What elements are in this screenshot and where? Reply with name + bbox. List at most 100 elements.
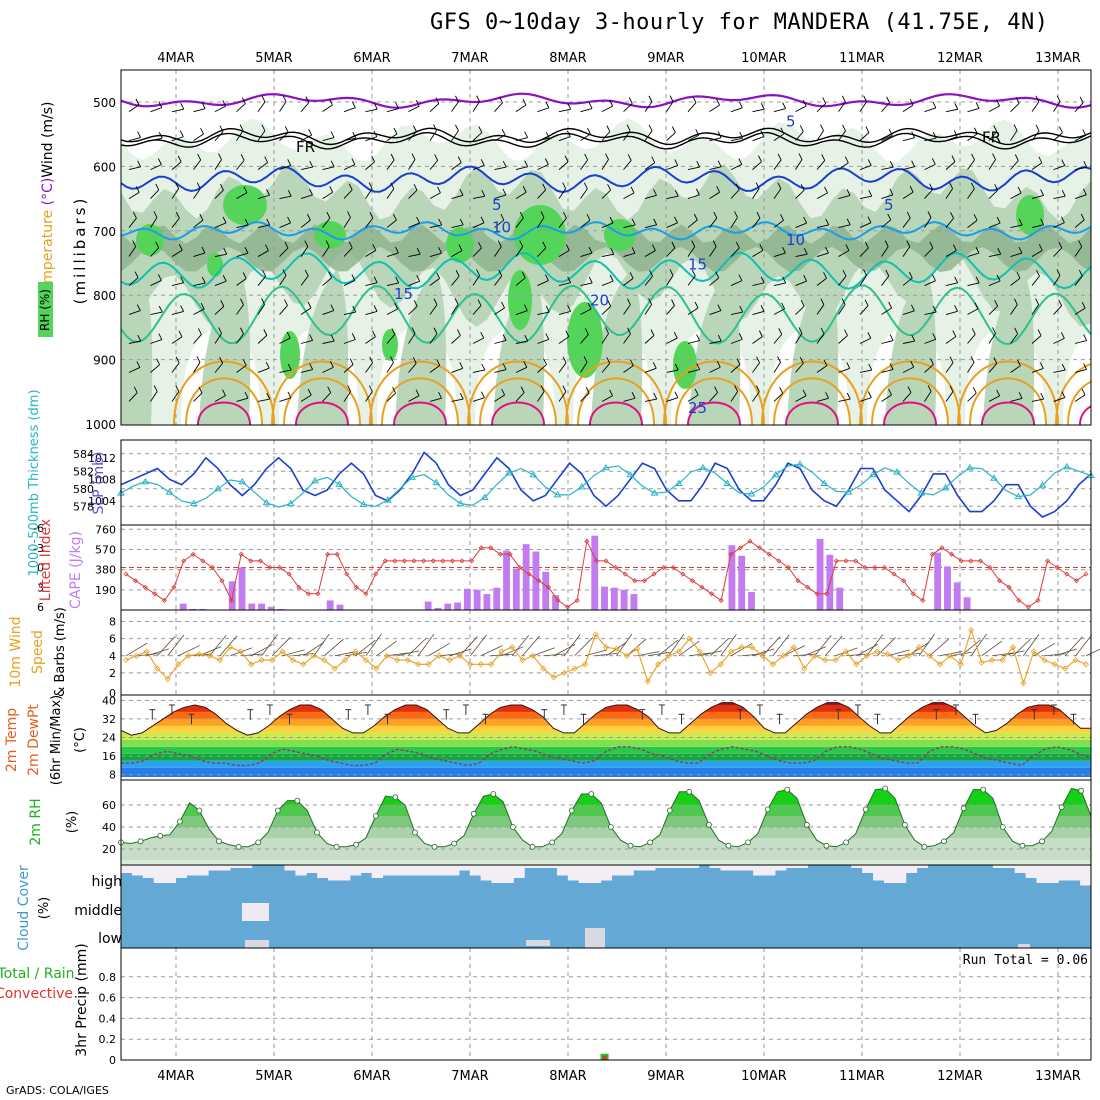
wind-barb bbox=[666, 397, 679, 402]
legend-text: Temperature (°C)Wind (m/s) bbox=[40, 101, 56, 299]
legend-wind: Wind (m/s) bbox=[40, 101, 56, 177]
wind-barb-flag bbox=[178, 330, 183, 338]
wind-barb bbox=[1031, 162, 1043, 170]
y-tick-label: 60 bbox=[102, 799, 116, 812]
wind-barb-flag bbox=[777, 153, 782, 161]
li-marker bbox=[248, 558, 254, 564]
wind-barb-flag bbox=[542, 183, 547, 191]
thickness-marker bbox=[965, 463, 974, 471]
wind-barb bbox=[601, 131, 611, 141]
wind-barb-flag bbox=[433, 124, 437, 131]
wind-barb bbox=[279, 222, 291, 228]
cloud-high-clear bbox=[142, 865, 155, 878]
wind-barb bbox=[322, 310, 334, 315]
x-tick-bottom: 5MAR bbox=[255, 1069, 292, 1084]
wind-barb-flag bbox=[155, 183, 160, 191]
wind-barb bbox=[967, 159, 975, 170]
wind-barb bbox=[1074, 307, 1086, 315]
wind-barb-flag bbox=[1037, 329, 1042, 336]
wind-barb bbox=[515, 246, 524, 257]
wind-barb-flag bbox=[1013, 298, 1018, 305]
wind-barb-flag bbox=[885, 269, 890, 277]
wind10m-barb bbox=[449, 648, 472, 657]
wind-barb-flag bbox=[501, 129, 506, 136]
cape-bar bbox=[963, 597, 971, 610]
wind-barb-flag bbox=[330, 160, 335, 167]
wind-barb-flag bbox=[588, 102, 593, 109]
wind-barb bbox=[924, 137, 937, 142]
wind-barb-flag bbox=[671, 126, 676, 133]
wind-barb-flag bbox=[352, 132, 357, 139]
y-tick-label: 8 bbox=[109, 616, 116, 629]
wind-barb bbox=[408, 159, 416, 170]
wind-barb bbox=[1031, 398, 1044, 402]
li-marker bbox=[584, 538, 590, 544]
wind-barb bbox=[945, 161, 956, 170]
wind10m-marker bbox=[1051, 661, 1058, 668]
thickness-marker bbox=[820, 479, 829, 486]
wind10m-marker bbox=[300, 661, 307, 668]
wind-barb-flag bbox=[717, 131, 722, 138]
wind-barb bbox=[386, 252, 399, 257]
wind-barb-flag bbox=[135, 186, 140, 193]
cape-bar bbox=[248, 603, 256, 610]
wind-barb-flag bbox=[867, 159, 872, 166]
contour-dome bbox=[491, 401, 545, 425]
wind-barb-flag bbox=[330, 304, 335, 311]
wind-barb bbox=[365, 136, 377, 142]
thickness-marker bbox=[577, 483, 586, 490]
wind-barb-flag bbox=[738, 101, 743, 109]
wind-barb-flag bbox=[438, 246, 442, 254]
wind-barb-flag bbox=[863, 269, 867, 276]
wind-barb-flag bbox=[932, 333, 937, 340]
rh-marker bbox=[176, 818, 183, 825]
wind10m-barb bbox=[929, 638, 949, 657]
li-marker bbox=[949, 551, 955, 557]
wind-barb-flag bbox=[760, 103, 765, 110]
wind-barb bbox=[1053, 369, 1066, 373]
cloud-high-clear bbox=[175, 865, 187, 878]
cloud-high-clear bbox=[164, 865, 176, 883]
li-marker bbox=[401, 558, 407, 564]
cape-bar bbox=[454, 602, 461, 610]
wind-barb bbox=[730, 217, 738, 228]
wind-barb-flag bbox=[716, 185, 721, 193]
li-marker bbox=[478, 545, 484, 551]
wind-barb bbox=[558, 136, 571, 142]
wind-barb bbox=[924, 163, 936, 171]
li-marker bbox=[238, 551, 244, 557]
wind-barb bbox=[322, 104, 333, 113]
wind-barb bbox=[644, 275, 653, 286]
x-tick-bottom: 13MAR bbox=[1035, 1069, 1081, 1084]
wind-barb-flag bbox=[648, 95, 653, 103]
y-tick-label: 1000 bbox=[85, 418, 116, 432]
li-marker bbox=[651, 571, 657, 577]
li-marker bbox=[833, 558, 839, 564]
wind-barb-flag bbox=[909, 98, 914, 106]
contour-temp--5 bbox=[121, 92, 1091, 109]
wind10m-barb bbox=[292, 652, 315, 657]
wind-barb-flag bbox=[716, 361, 721, 368]
wind-barb bbox=[429, 333, 438, 344]
rh-column bbox=[297, 269, 349, 425]
legend-li: Lifted Index bbox=[38, 519, 54, 601]
wind-barb-flag bbox=[347, 211, 351, 218]
wind-barb bbox=[709, 166, 722, 171]
y-tick-label: 4 bbox=[109, 650, 116, 663]
wind10m-marker bbox=[1072, 657, 1079, 664]
wind-barb bbox=[150, 339, 162, 344]
wind10m-marker bbox=[895, 657, 902, 664]
cloud-high-clear bbox=[894, 865, 907, 883]
rh-column bbox=[885, 269, 937, 425]
panel-frame bbox=[120, 69, 1092, 426]
wind10m-barb bbox=[563, 634, 581, 657]
wind-barb-flag bbox=[932, 274, 936, 281]
wind-barb-flag bbox=[519, 240, 524, 247]
wind-barb-flag bbox=[1017, 359, 1021, 366]
li-marker bbox=[977, 558, 983, 564]
y-tick-label: 600 bbox=[93, 160, 116, 174]
wind10m-marker bbox=[571, 665, 578, 672]
li-marker bbox=[661, 564, 667, 571]
rh-moist-blob bbox=[207, 253, 223, 277]
cloud-high-clear bbox=[535, 865, 547, 868]
